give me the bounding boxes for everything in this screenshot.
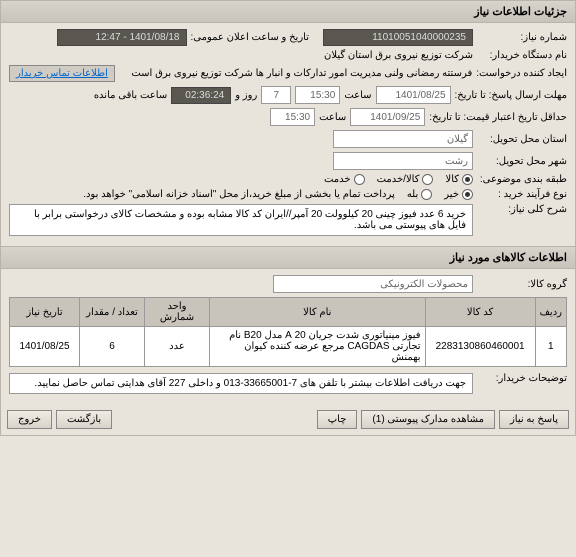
table-row[interactable]: 1 2283130860460001 فیوز مینیاتوری شدت جر… <box>10 327 567 367</box>
need-no-value: 11010051040000235 <box>323 29 473 46</box>
time-label-2: ساعت <box>319 112 346 123</box>
validity-date: 1401/09/25 <box>350 108 425 126</box>
cell-name: فیوز مینیاتوری شدت جریان 20 A مدل B20 نا… <box>210 327 426 367</box>
need-no-label: شماره نیاز: <box>477 32 567 43</box>
radio-yes[interactable] <box>421 189 432 200</box>
remain-label: ساعت باقی مانده <box>94 90 167 101</box>
cell-date: 1401/08/25 <box>10 327 80 367</box>
radio-kala-khadamat-label: کالا/خدمت <box>377 174 420 185</box>
col-qty: تعداد / مقدار <box>80 298 145 327</box>
purchase-label: نوع فرآیند خرید : <box>477 189 567 200</box>
deadline-time: 15:30 <box>295 86 340 104</box>
desc-value: خرید 6 عدد فیوز چینی 20 کیلوولت 20 آمپر/… <box>9 204 473 236</box>
timer-value: 02:36:24 <box>171 87 231 104</box>
radio-kala-label: کالا <box>445 174 459 185</box>
province-value: گیلان <box>333 130 473 148</box>
time-label-1: ساعت <box>344 90 371 101</box>
contact-link[interactable]: اطلاعات تماس خریدار <box>9 65 115 82</box>
announce-label: تاریخ و ساعت اعلان عمومی: <box>191 32 310 43</box>
requester-label: ایجاد کننده درخواست: <box>476 68 567 79</box>
buyer-note: جهت دریافت اطلاعات بیشتر با تلفن های 7-3… <box>9 373 473 394</box>
desc-label: شرح کلی نیاز: <box>477 204 567 215</box>
radio-yes-label: بله <box>407 189 418 200</box>
cell-n: 1 <box>535 327 566 367</box>
radio-no-label: خیر <box>444 189 459 200</box>
attach-button[interactable]: مشاهده مدارک پیوستی (1) <box>361 410 495 429</box>
org-label: نام دستگاه خریدار: <box>477 50 567 61</box>
buyer-note-label: توضیحات خریدار: <box>477 373 567 384</box>
city-label: شهر محل تحویل: <box>477 156 567 167</box>
radio-no[interactable] <box>462 189 473 200</box>
group-label: گروه کالا: <box>477 279 567 290</box>
footer: پاسخ به نیاز مشاهده مدارک پیوستی (1) چاپ… <box>1 404 575 435</box>
group-value: محصولات الکترونیکی <box>273 275 473 293</box>
province-label: استان محل تحویل: <box>477 134 567 145</box>
radio-khadmat-label: خدمت <box>324 174 351 185</box>
announce-value: 1401/08/18 - 12:47 <box>57 29 187 46</box>
print-button[interactable]: چاپ <box>317 410 358 429</box>
goods-section-title: اطلاعات کالاهای مورد نیاز <box>1 246 575 269</box>
radio-kala-khadamat[interactable] <box>422 174 433 185</box>
category-radios: کالا کالا/خدمت خدمت <box>324 174 473 185</box>
col-code: کد کالا <box>425 298 535 327</box>
col-name: نام کالا <box>210 298 426 327</box>
payment-radios: خیر بله پرداخت تمام یا بخشی از مبلغ خرید… <box>83 189 473 200</box>
cell-qty: 6 <box>80 327 145 367</box>
requester-value: فرستته رمضانی ولنی مدیریت امور تدارکات و… <box>119 68 472 79</box>
validity-time: 15:30 <box>270 108 315 126</box>
cell-code: 2283130860460001 <box>425 327 535 367</box>
col-date: تاریخ نیاز <box>10 298 80 327</box>
city-value: رشت <box>333 152 473 170</box>
goods-table: ردیف کد کالا نام کالا واحد شمارش تعداد /… <box>9 297 567 367</box>
org-value: شرکت توزیع نیروی برق استان گیلان <box>324 50 473 61</box>
deadline-label: مهلت ارسال پاسخ: تا تاریخ: <box>455 90 567 101</box>
radio-kala[interactable] <box>462 174 473 185</box>
reply-button[interactable]: پاسخ به نیاز <box>499 410 569 429</box>
col-n: ردیف <box>535 298 566 327</box>
days-value: 7 <box>261 86 291 104</box>
back-button[interactable]: بازگشت <box>56 410 112 429</box>
category-label: طبقه بندی موضوعی: <box>477 174 567 185</box>
pay-desc: پرداخت تمام یا بخشی از مبلغ خرید،از محل … <box>83 189 395 200</box>
deadline-date: 1401/08/25 <box>376 86 451 104</box>
panel-title: جزئیات اطلاعات نیاز <box>1 1 575 23</box>
exit-button[interactable]: خروج <box>7 410 52 429</box>
validity-label: حداقل تاریخ اعتبار قیمت: تا تاریخ: <box>429 112 567 123</box>
cell-unit: عدد <box>145 327 210 367</box>
and-label: روز و <box>235 90 257 101</box>
col-unit: واحد شمارش <box>145 298 210 327</box>
radio-khadmat[interactable] <box>354 174 365 185</box>
